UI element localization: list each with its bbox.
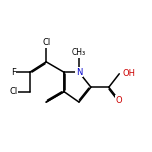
Text: Cl: Cl — [9, 87, 17, 96]
Text: Cl: Cl — [42, 38, 50, 47]
Text: N: N — [76, 68, 82, 77]
Text: O: O — [116, 96, 123, 105]
Text: OH: OH — [122, 69, 135, 78]
Text: CH₃: CH₃ — [72, 48, 86, 57]
Text: F: F — [11, 68, 16, 77]
